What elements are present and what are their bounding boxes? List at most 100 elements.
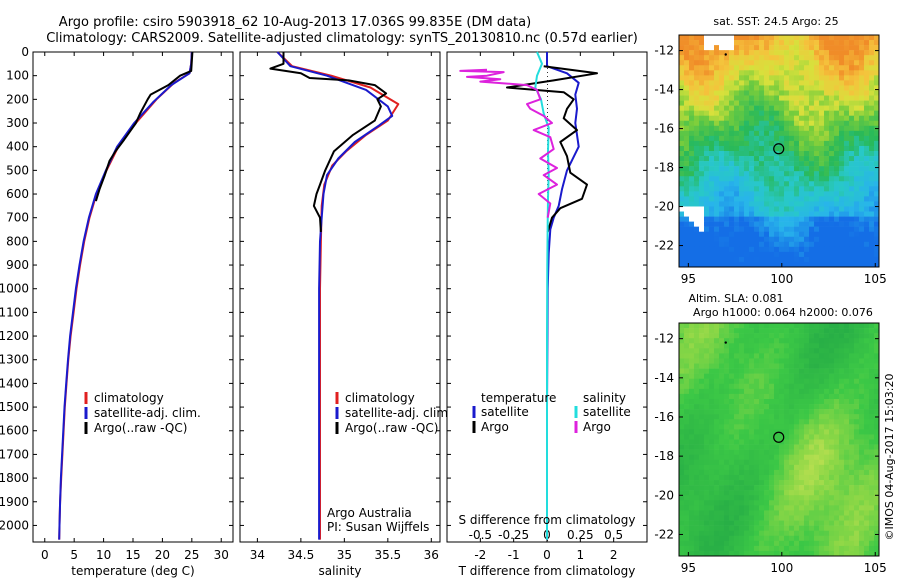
map-cell: [699, 256, 705, 263]
map-cell: [704, 469, 710, 476]
map-cell: [869, 510, 875, 516]
map-cell: [704, 338, 710, 344]
map-cell: [829, 161, 835, 167]
map-cell: [874, 343, 880, 349]
map-cell: [844, 444, 850, 450]
map-cell: [684, 120, 690, 127]
map-cell: [684, 110, 690, 116]
map-cell: [679, 261, 685, 268]
map-cell: [764, 221, 770, 227]
map-cell: [804, 221, 810, 227]
map-cell: [734, 135, 740, 142]
temperature-legend: climatology satellite-adj. clim. Argo(..…: [84, 391, 201, 435]
map-cell: [709, 323, 715, 329]
map-cell: [754, 176, 760, 182]
map-cell: [719, 156, 725, 162]
map-cell: [789, 388, 795, 395]
map-cell: [739, 495, 745, 501]
map-cell: [774, 383, 780, 390]
map-cell: [719, 60, 725, 66]
legend-label-temp-satellite: satellite: [481, 405, 529, 419]
map-cell: [789, 393, 795, 400]
map-cell: [689, 191, 695, 197]
map-cell: [844, 156, 850, 162]
map-cell: [869, 495, 875, 501]
map-cell: [709, 261, 715, 268]
map-cell: [839, 439, 845, 445]
map-cell: [764, 459, 770, 466]
map-cell: [854, 338, 860, 344]
map-cell: [769, 231, 775, 238]
map-cell: [854, 474, 860, 481]
map-cell: [759, 75, 765, 81]
map-cell: [759, 398, 765, 405]
map-cell: [764, 378, 770, 385]
map-cell: [784, 495, 790, 501]
map-cell: [859, 65, 865, 71]
map-cell: [694, 373, 700, 380]
map-cell: [689, 464, 695, 471]
map-cell: [724, 206, 730, 212]
map-cell: [679, 424, 685, 430]
map-cell: [709, 373, 715, 380]
map-cell: [814, 373, 820, 380]
map-cell: [829, 246, 835, 253]
map-cell: [719, 530, 725, 537]
map-cell: [789, 85, 795, 91]
map-cell: [759, 65, 765, 71]
depth-tick-label: 1000: [0, 282, 29, 296]
map-cell: [799, 378, 805, 385]
map-cell: [759, 333, 765, 339]
map-cell: [814, 60, 820, 66]
map-cell: [849, 485, 855, 491]
map-cell: [874, 510, 880, 516]
map-cell: [819, 368, 825, 374]
map-cell: [704, 505, 710, 511]
map-cell: [719, 50, 725, 56]
map-cell: [869, 75, 875, 81]
map-cell: [744, 444, 750, 450]
map-cell: [739, 404, 745, 410]
map-cell: [794, 393, 800, 400]
map-cell: [754, 256, 760, 263]
map-cell: [774, 186, 780, 192]
map-cell: [859, 429, 865, 435]
map-cell: [859, 515, 865, 521]
map-cell: [714, 515, 720, 521]
map-cell: [789, 444, 795, 450]
map-cell: [749, 474, 755, 481]
map-cell: [809, 151, 815, 157]
map-cell: [749, 110, 755, 116]
map-cell: [794, 216, 800, 222]
map-cell: [869, 196, 875, 202]
map-cell: [749, 378, 755, 385]
map-cell: [714, 550, 720, 557]
map-cell: [744, 60, 750, 66]
map-cell: [814, 90, 820, 96]
map-cell: [809, 378, 815, 385]
map-cell: [819, 535, 825, 542]
map-cell: [864, 171, 870, 177]
map-cell: [729, 550, 735, 557]
map-cell: [794, 70, 800, 76]
map-cell: [739, 388, 745, 395]
map-cell: [804, 353, 810, 359]
map-cell: [689, 540, 695, 547]
map-cell: [709, 206, 715, 212]
map-cell: [739, 459, 745, 466]
map-cell: [729, 520, 735, 526]
map-cell: [684, 343, 690, 349]
map-cell: [844, 125, 850, 132]
map-cell: [829, 201, 835, 207]
map-cell: [779, 256, 785, 263]
map-cell: [709, 510, 715, 516]
map-cell: [774, 444, 780, 450]
map-cell: [719, 176, 725, 182]
map-cell: [784, 196, 790, 202]
map-cell: [809, 535, 815, 542]
map-cell: [694, 368, 700, 374]
map-cell: [869, 358, 875, 364]
map-cell: [744, 398, 750, 405]
map-cell: [809, 480, 815, 486]
map-cell: [744, 545, 750, 552]
